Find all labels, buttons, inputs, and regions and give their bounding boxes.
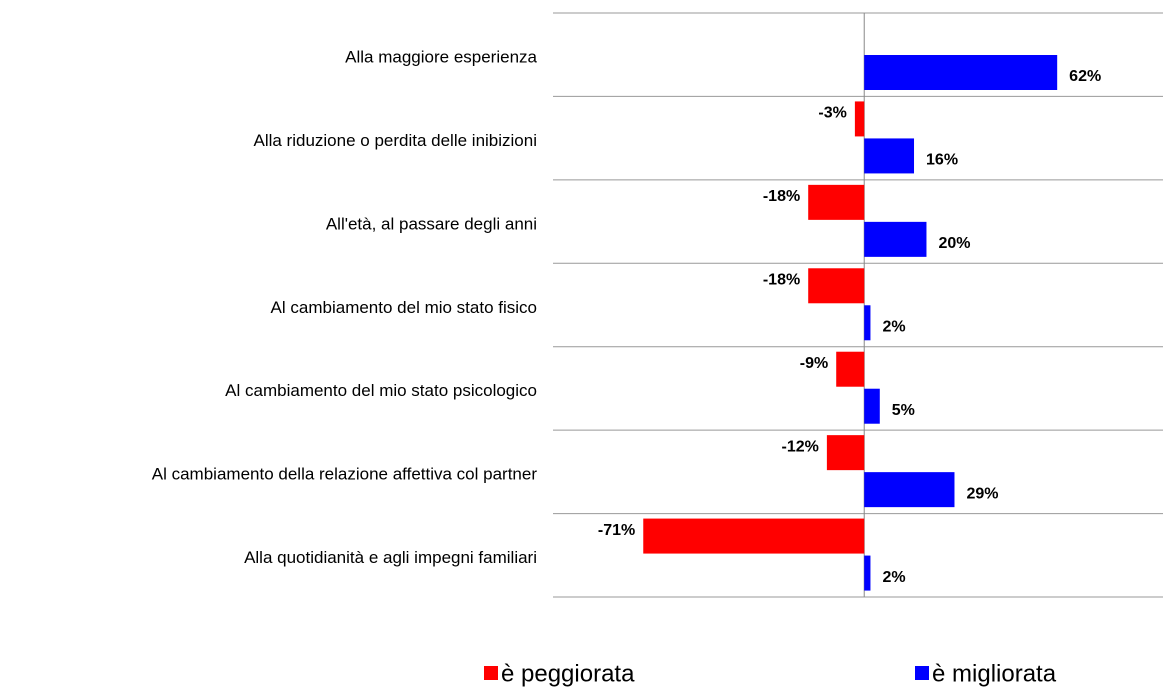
legend-label: è peggiorata — [501, 660, 635, 687]
data-label: 2% — [882, 569, 905, 586]
category-label: Alla riduzione o perdita delle inibizion… — [253, 131, 537, 150]
bar — [643, 518, 865, 554]
legend-swatch — [484, 666, 498, 680]
data-label: 16% — [926, 152, 958, 169]
legend-swatch — [915, 666, 929, 680]
category-label: Al cambiamento del mio stato fisico — [271, 298, 537, 317]
category-label: Al cambiamento del mio stato psicologico — [225, 381, 537, 400]
category-label: Alla maggiore esperienza — [345, 47, 537, 66]
bar — [808, 184, 865, 220]
data-label: 62% — [1069, 68, 1101, 85]
data-label: -9% — [800, 355, 828, 372]
bar — [826, 435, 865, 471]
bar — [864, 472, 955, 508]
bar — [864, 305, 871, 341]
legend-label: è migliorata — [932, 660, 1057, 687]
bar — [864, 55, 1058, 90]
data-label: -3% — [818, 105, 846, 122]
data-label: -18% — [763, 272, 800, 289]
bar — [864, 388, 880, 424]
data-label: 20% — [938, 235, 970, 252]
data-label: 29% — [966, 485, 998, 502]
category-label: All'età, al passare degli anni — [326, 214, 537, 233]
data-label: -71% — [598, 522, 635, 539]
category-label: Al cambiamento della relazione affettiva… — [152, 465, 538, 484]
bar — [836, 351, 865, 387]
data-label: 5% — [892, 402, 915, 419]
bar — [864, 555, 871, 591]
bar — [854, 101, 865, 137]
bar — [808, 268, 865, 304]
bar — [864, 138, 915, 174]
data-label: -18% — [763, 188, 800, 205]
category-label: Alla quotidianità e agli impegni familia… — [244, 548, 537, 567]
data-label: 2% — [882, 319, 905, 336]
data-label: -12% — [782, 438, 819, 455]
bar — [864, 221, 927, 257]
